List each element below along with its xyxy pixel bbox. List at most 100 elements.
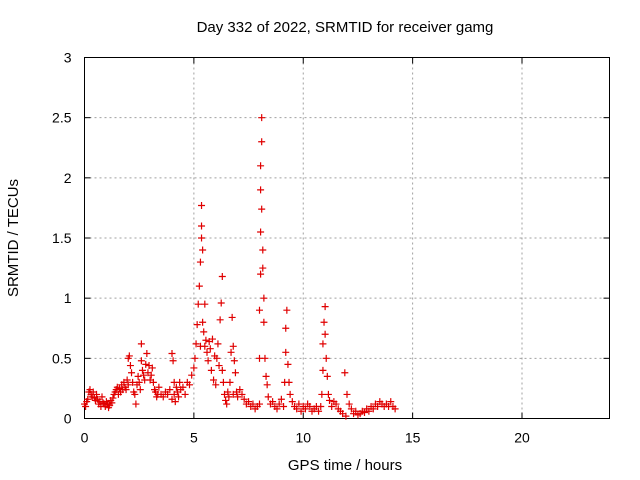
y-tick-label: 2.5	[52, 110, 72, 126]
data-point	[149, 378, 157, 386]
data-point	[332, 400, 340, 408]
data-point	[273, 405, 281, 413]
data-point	[238, 390, 246, 398]
data-point	[259, 246, 267, 254]
x-tick-label: 20	[514, 430, 530, 446]
data-point	[223, 400, 231, 408]
data-point	[129, 378, 137, 386]
data-point	[229, 342, 237, 350]
data-point	[204, 357, 212, 365]
data-point	[195, 282, 203, 290]
data-point	[216, 316, 224, 324]
data-point	[194, 300, 202, 308]
data-point	[280, 402, 288, 410]
data-point	[301, 405, 309, 413]
data-point	[123, 376, 131, 384]
data-point	[257, 162, 265, 170]
data-point	[219, 378, 227, 386]
data-point	[258, 138, 266, 146]
data-point	[208, 335, 216, 343]
data-point	[217, 299, 225, 307]
data-point	[125, 352, 133, 360]
data-point	[137, 340, 145, 348]
data-point	[258, 205, 266, 213]
data-point	[126, 362, 134, 370]
data-point	[282, 324, 290, 332]
data-point	[135, 378, 143, 386]
data-point	[93, 390, 101, 398]
data-point	[128, 369, 136, 377]
data-point	[84, 395, 92, 403]
data-point	[159, 393, 167, 401]
data-point	[142, 360, 150, 368]
data-point	[124, 381, 132, 389]
data-point	[293, 405, 301, 413]
data-point	[264, 393, 272, 401]
data-point	[317, 402, 325, 410]
data-point	[249, 400, 257, 408]
data-point	[387, 398, 395, 406]
data-point	[288, 398, 296, 406]
data-point	[282, 348, 290, 356]
data-point	[192, 340, 200, 348]
data-point	[361, 408, 368, 416]
y-tick-label: 0.5	[52, 350, 72, 366]
data-point	[256, 306, 263, 314]
data-point	[213, 354, 221, 362]
data-point	[319, 366, 327, 374]
y-tick-label: 3	[64, 50, 72, 66]
data-point	[196, 258, 204, 266]
data-point	[191, 354, 199, 362]
data-point	[138, 366, 146, 374]
data-point	[227, 348, 235, 356]
x-tick-label: 15	[405, 430, 421, 446]
data-point	[116, 384, 123, 392]
data-point	[131, 390, 139, 398]
data-point	[319, 340, 327, 348]
data-point	[132, 400, 140, 408]
data-point	[263, 381, 271, 389]
data-point	[391, 405, 399, 413]
data-point	[164, 390, 172, 398]
data-point	[218, 366, 226, 374]
grid-layer	[84, 57, 610, 419]
data-point	[258, 114, 266, 122]
data-point	[342, 412, 350, 420]
data-point	[224, 388, 232, 396]
data-point	[283, 306, 291, 314]
data-point	[98, 393, 106, 401]
data-point	[147, 371, 155, 379]
y-tick-label: 2	[64, 170, 72, 186]
data-point	[222, 396, 230, 404]
data-point	[148, 364, 156, 372]
data-point	[225, 393, 233, 401]
data-point	[134, 372, 142, 380]
data-point	[318, 390, 326, 398]
data-point	[122, 386, 130, 394]
data-point	[210, 376, 218, 384]
data-point	[108, 399, 116, 407]
data-point	[256, 400, 263, 408]
data-point	[326, 396, 333, 404]
data-point	[199, 318, 207, 326]
data-point	[137, 357, 145, 365]
data-point	[228, 313, 236, 321]
data-point	[201, 342, 209, 350]
data-point	[179, 383, 187, 391]
y-tick-label: 1.5	[52, 230, 72, 246]
data-point	[374, 402, 382, 410]
data-point	[277, 395, 285, 403]
data-point	[186, 381, 193, 389]
data-point	[261, 354, 269, 362]
data-point	[257, 186, 265, 194]
data-point	[168, 350, 176, 358]
x-tick-label: 0	[81, 430, 89, 446]
data-point	[176, 378, 184, 386]
x-tick-label: 10	[295, 430, 311, 446]
data-point	[259, 264, 267, 272]
data-point	[260, 294, 268, 302]
data-point	[199, 246, 207, 254]
data-point	[206, 345, 214, 353]
